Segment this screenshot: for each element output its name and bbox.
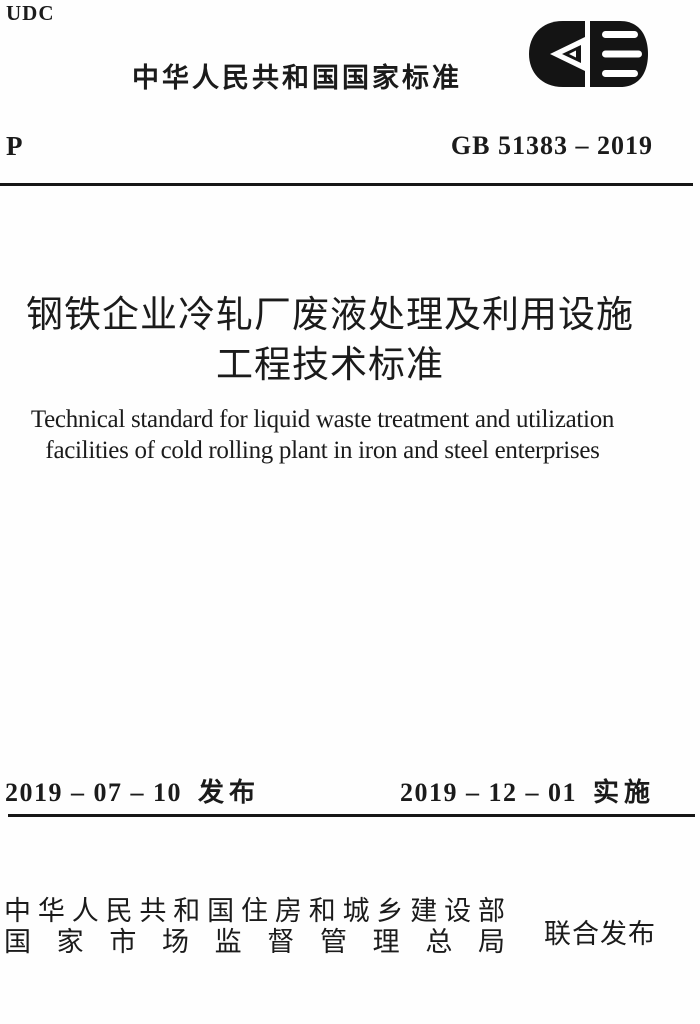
- title-english-line2: facilities of cold rolling plant in iron…: [45, 437, 600, 464]
- dates-row: 2019 – 07 – 10 发布 2019 – 12 – 01 实施: [5, 772, 655, 809]
- title-chinese: 钢铁企业冷轧厂废液处理及利用设施 工程技术标准: [0, 291, 660, 391]
- title-english: Technical standard for liquid waste trea…: [0, 404, 645, 466]
- issue-date: 2019 – 07 – 10: [5, 778, 182, 807]
- issue-label: 发布: [198, 777, 261, 807]
- joint-publish-label: 联合发布: [544, 919, 656, 949]
- implement-label: 实施: [592, 777, 655, 807]
- national-standard-header: 中华人民共和国国家标准: [132, 63, 462, 93]
- udc-label: UDC: [6, 1, 55, 25]
- title-chinese-line1: 钢铁企业冷轧厂废液处理及利用设施: [26, 295, 634, 336]
- implement-date: 2019 – 12 – 01: [399, 778, 577, 807]
- top-divider: [0, 183, 693, 186]
- title-english-line1: Technical standard for liquid waste trea…: [30, 406, 615, 433]
- issue-date-group: 2019 – 07 – 10 发布: [5, 772, 260, 809]
- publisher-block: 中华人民共和国住房和城乡建设部 国家市场监督管理总局: [4, 896, 505, 958]
- implement-date-group: 2019 – 12 – 01 实施: [400, 772, 655, 809]
- bottom-divider: [8, 814, 695, 817]
- publisher-line2: 国家市场监督管理总局: [4, 927, 505, 957]
- title-chinese-line2: 工程技术标准: [216, 345, 444, 386]
- doc-type-code: P: [6, 131, 23, 161]
- gb-logo-icon: [529, 21, 648, 87]
- publisher-line1: 中华人民共和国住房和城乡建设部: [4, 896, 505, 926]
- standard-number: GB 51383 – 2019: [450, 131, 653, 160]
